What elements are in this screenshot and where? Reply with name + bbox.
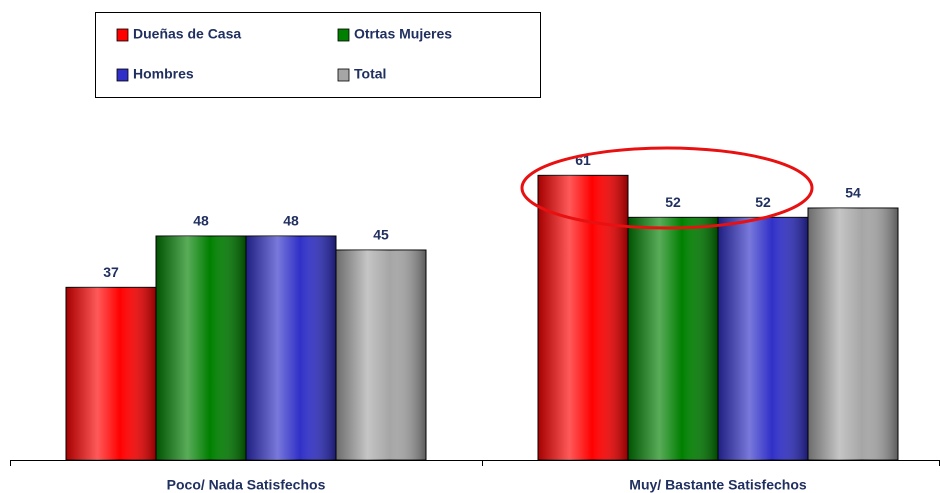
marks: Dueñas de Casa Otrtas Mujeres Hombres Total… [10, 26, 940, 493]
data-label: 54 [845, 185, 861, 201]
data-label: 45 [373, 227, 389, 243]
bar-shade [538, 175, 628, 461]
data-label: 37 [103, 264, 119, 280]
bar-shade [156, 236, 246, 460]
legend-label: Hombres [133, 66, 194, 82]
data-label: 52 [665, 194, 681, 210]
legend-swatch [116, 68, 129, 82]
bar-shade [246, 236, 336, 460]
bar-shade [628, 217, 718, 460]
data-label: 48 [283, 213, 299, 229]
bar-shade [718, 217, 808, 460]
legend-label: Otrtas Mujeres [354, 26, 452, 42]
legend-label: Dueñas de Casa [133, 26, 241, 42]
x-tick-label: Muy/ Bastante Satisfechos [629, 477, 807, 493]
bar-shade [808, 208, 898, 460]
highlight-ellipse [520, 146, 814, 230]
data-label: 48 [193, 213, 209, 229]
legend-swatch [116, 28, 129, 42]
legend-swatch [337, 68, 350, 82]
bar-shade [66, 287, 156, 460]
data-label: 52 [755, 194, 771, 210]
legend-box [95, 12, 541, 98]
bar-shade [336, 250, 426, 460]
x-tick-label: Poco/ Nada Satisfechos [167, 477, 326, 493]
legend-swatch [337, 28, 350, 42]
legend-label: Total [354, 66, 386, 82]
